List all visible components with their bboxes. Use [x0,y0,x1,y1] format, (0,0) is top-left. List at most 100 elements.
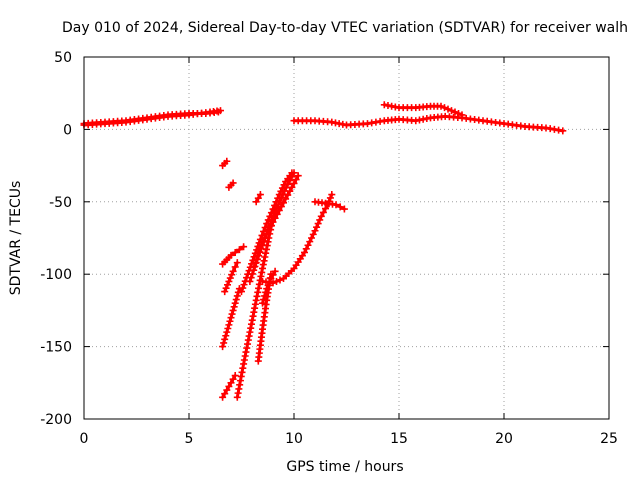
data-point [451,108,459,116]
data-point [437,102,445,110]
data-point [290,169,298,177]
y-tick-label: -150 [40,340,72,356]
data-point [247,274,255,282]
data-point [238,288,245,296]
data-point [260,237,268,245]
data-point [229,179,237,187]
data-point [306,238,314,246]
data-point [233,292,241,300]
data-point [340,205,348,213]
y-tick-label: 50 [54,50,72,66]
data-point [332,201,340,209]
data-point [273,277,280,285]
data-point [276,197,284,205]
data-point [317,212,325,220]
y-tick-label: 0 [63,122,72,138]
data-point [326,194,334,202]
data-point [267,275,275,283]
data-point [313,223,321,231]
data-point [231,248,239,256]
data-point [231,263,239,271]
series-group [80,101,567,401]
data-point [229,267,237,275]
series-arc-9 [221,259,241,296]
data-point [248,270,256,278]
series-arc-13 [250,172,302,271]
data-point [256,191,264,199]
data-point [265,226,273,234]
data-point [263,230,271,238]
data-point [290,179,298,187]
y-tick-label: -200 [40,412,72,428]
data-point [258,241,266,249]
data-point [219,343,227,351]
series-arc-4 [219,157,231,170]
data-point [455,109,462,117]
data-point [225,382,233,390]
data-point [255,248,263,256]
data-point [308,234,315,242]
data-point [224,281,231,289]
data-point [284,191,292,199]
data-point [261,292,269,300]
data-point [269,279,277,287]
data-point [254,194,262,202]
data-point [292,176,300,184]
data-point [277,203,285,211]
x-tick-label: 20 [495,431,513,447]
data-point [260,296,268,304]
data-point [233,259,241,267]
series-arc-8 [219,243,248,268]
data-point [458,111,466,119]
data-point [221,390,229,398]
data-point [336,203,344,211]
series-arc-1b [80,107,224,129]
data-point [261,233,269,241]
data-point [225,321,233,329]
data-point [228,271,236,279]
data-point [275,206,283,214]
data-point [271,267,279,275]
x-tick-label: 25 [600,431,618,447]
data-point [225,277,233,285]
data-point [240,281,248,289]
data-point [328,191,336,199]
plot-frame [83,56,610,420]
data-point [246,277,254,285]
data-point [253,255,261,263]
series-arc-16 [259,191,336,287]
data-point [314,220,322,228]
data-point [235,246,243,254]
data-point [251,259,259,267]
y-tick-label: -50 [49,195,72,211]
data-point [441,104,448,112]
y-axis-label: SDTVAR / TECUs [8,181,24,296]
data-point [221,335,229,343]
data-point [301,248,308,256]
data-point [271,214,279,222]
data-point [286,177,294,185]
data-point [239,284,247,292]
data-point [222,332,230,340]
data-point [302,245,310,253]
x-tick-label: 5 [185,431,194,447]
data-point [228,310,236,318]
series-arc-2 [290,112,567,135]
data-point [231,299,239,307]
data-point [222,284,230,292]
x-axis-label: GPS time / hours [286,459,403,475]
data-point [223,386,231,394]
data-point [224,325,232,332]
data-point [221,288,229,296]
series-arc-7 [219,372,239,401]
data-point [294,172,302,180]
data-point [227,314,235,322]
data-point [256,244,264,252]
data-point [319,208,327,216]
data-point [220,339,228,347]
x-tick-label: 0 [80,431,89,447]
series-arc-6 [219,285,243,351]
data-point [286,187,294,195]
